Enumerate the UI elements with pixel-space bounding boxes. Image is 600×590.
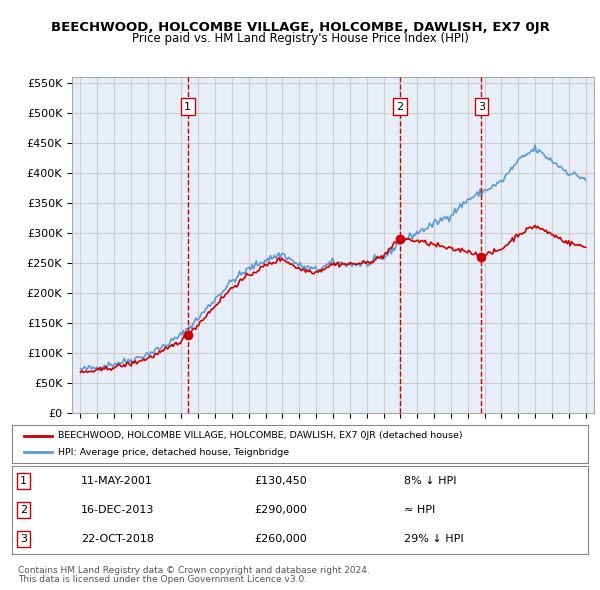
- Text: 8% ↓ HPI: 8% ↓ HPI: [404, 476, 456, 486]
- Text: 3: 3: [20, 534, 27, 544]
- Text: BEECHWOOD, HOLCOMBE VILLAGE, HOLCOMBE, DAWLISH, EX7 0JR (detached house): BEECHWOOD, HOLCOMBE VILLAGE, HOLCOMBE, D…: [58, 431, 463, 440]
- Text: 11-MAY-2001: 11-MAY-2001: [81, 476, 153, 486]
- Text: Price paid vs. HM Land Registry's House Price Index (HPI): Price paid vs. HM Land Registry's House …: [131, 32, 469, 45]
- Text: 22-OCT-2018: 22-OCT-2018: [81, 534, 154, 544]
- Text: 1: 1: [20, 476, 27, 486]
- Text: 1: 1: [184, 101, 191, 112]
- Text: BEECHWOOD, HOLCOMBE VILLAGE, HOLCOMBE, DAWLISH, EX7 0JR: BEECHWOOD, HOLCOMBE VILLAGE, HOLCOMBE, D…: [50, 21, 550, 34]
- Text: 2: 2: [396, 101, 403, 112]
- Text: 16-DEC-2013: 16-DEC-2013: [81, 505, 154, 515]
- Text: 2: 2: [20, 505, 27, 515]
- Text: 3: 3: [478, 101, 485, 112]
- Text: 29% ↓ HPI: 29% ↓ HPI: [404, 534, 463, 544]
- Text: This data is licensed under the Open Government Licence v3.0.: This data is licensed under the Open Gov…: [18, 575, 307, 584]
- Text: Contains HM Land Registry data © Crown copyright and database right 2024.: Contains HM Land Registry data © Crown c…: [18, 566, 370, 575]
- Text: £260,000: £260,000: [254, 534, 307, 544]
- Text: £290,000: £290,000: [254, 505, 307, 515]
- Text: HPI: Average price, detached house, Teignbridge: HPI: Average price, detached house, Teig…: [58, 448, 289, 457]
- Text: £130,450: £130,450: [254, 476, 307, 486]
- Text: ≈ HPI: ≈ HPI: [404, 505, 435, 515]
